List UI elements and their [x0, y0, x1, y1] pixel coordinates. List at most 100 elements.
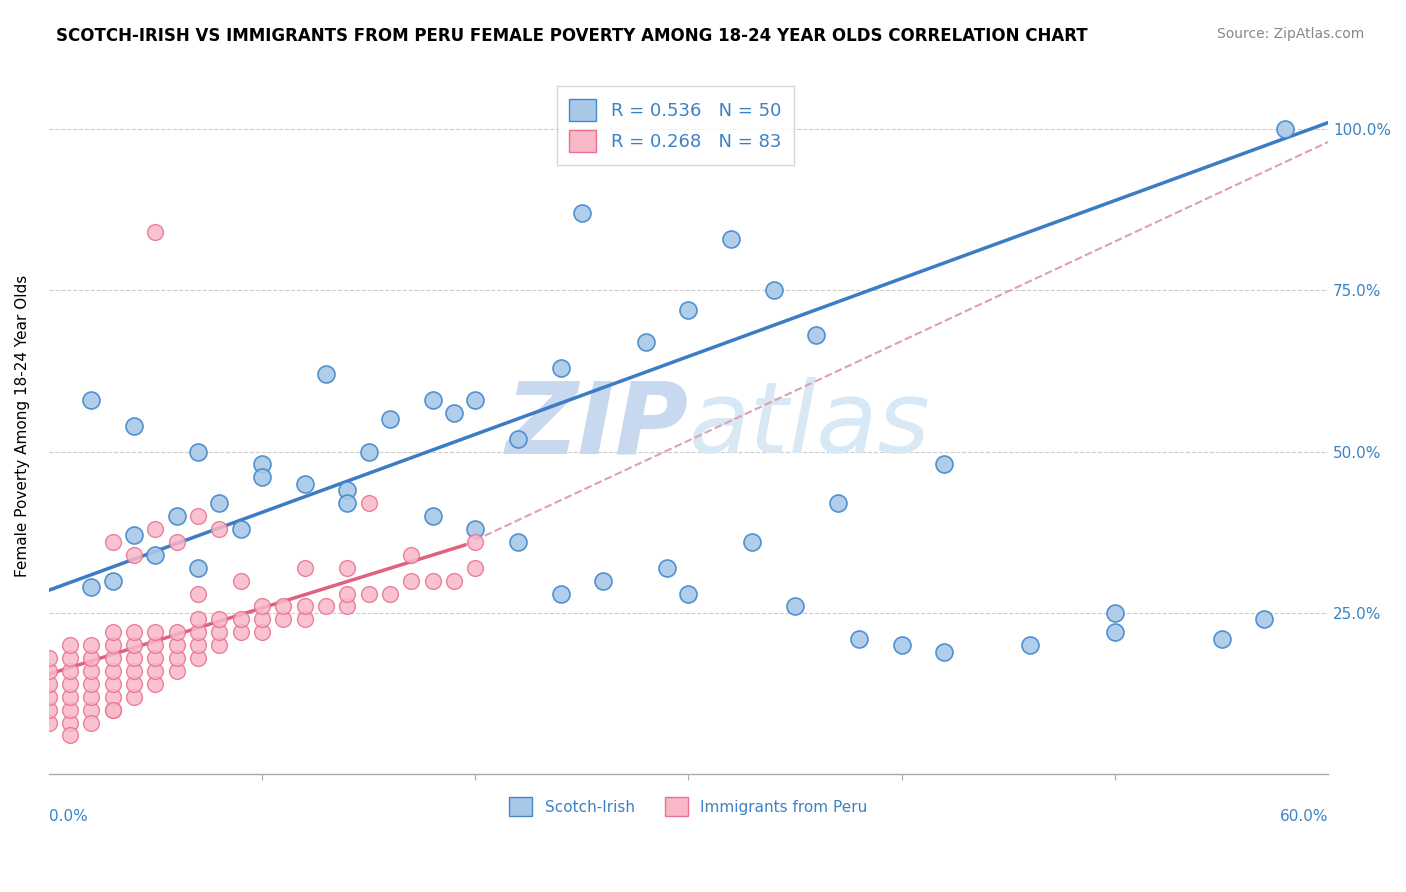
Point [592, 574, 614, 588]
Point [80, 651, 103, 665]
Point [1018, 638, 1040, 652]
Point [357, 586, 380, 600]
Text: SCOTCH-IRISH VS IMMIGRANTS FROM PERU FEMALE POVERTY AMONG 18-24 YEAR OLDS CORREL: SCOTCH-IRISH VS IMMIGRANTS FROM PERU FEM… [56, 27, 1088, 45]
Point [145, 548, 167, 562]
Point [122, 625, 145, 640]
Point [38, 715, 60, 730]
Point [38, 690, 60, 704]
Point [187, 612, 209, 626]
Point [208, 638, 231, 652]
Point [38, 651, 60, 665]
Point [101, 677, 124, 691]
Point [101, 625, 124, 640]
Point [80, 690, 103, 704]
Point [59, 651, 82, 665]
Point [208, 496, 231, 510]
Point [101, 690, 124, 704]
Point [145, 664, 167, 678]
Point [422, 574, 444, 588]
Point [848, 632, 870, 646]
Point [294, 476, 316, 491]
Point [166, 625, 188, 640]
Point [315, 599, 337, 614]
Point [357, 496, 380, 510]
Point [187, 625, 209, 640]
Point [571, 206, 593, 220]
Point [294, 560, 316, 574]
Point [101, 703, 124, 717]
Point [1211, 632, 1233, 646]
Point [336, 586, 359, 600]
Text: 60.0%: 60.0% [1279, 809, 1329, 824]
Point [38, 664, 60, 678]
Point [187, 638, 209, 652]
Point [783, 599, 806, 614]
Point [399, 574, 422, 588]
Y-axis label: Female Poverty Among 18-24 Year Olds: Female Poverty Among 18-24 Year Olds [15, 275, 30, 577]
Point [145, 677, 167, 691]
Point [336, 599, 359, 614]
Point [464, 522, 486, 536]
Point [59, 703, 82, 717]
Point [187, 586, 209, 600]
Point [506, 535, 529, 549]
Point [187, 444, 209, 458]
Point [271, 612, 294, 626]
Point [762, 283, 785, 297]
Point [208, 612, 231, 626]
Point [101, 703, 124, 717]
Point [59, 690, 82, 704]
Text: atlas: atlas [689, 377, 931, 475]
Point [336, 483, 359, 498]
Point [250, 458, 273, 472]
Point [934, 458, 956, 472]
Point [187, 651, 209, 665]
Point [145, 522, 167, 536]
Point [1253, 612, 1275, 626]
Point [80, 703, 103, 717]
Point [827, 496, 849, 510]
Point [294, 599, 316, 614]
Point [506, 432, 529, 446]
Point [208, 522, 231, 536]
Point [550, 360, 572, 375]
Point [315, 367, 337, 381]
Point [166, 664, 188, 678]
Point [294, 612, 316, 626]
Point [38, 677, 60, 691]
Point [1274, 122, 1296, 136]
Point [80, 580, 103, 594]
Point [187, 509, 209, 524]
Point [250, 625, 273, 640]
Point [145, 638, 167, 652]
Point [101, 664, 124, 678]
Point [229, 612, 252, 626]
Point [59, 677, 82, 691]
Point [38, 703, 60, 717]
Point [145, 625, 167, 640]
Point [250, 470, 273, 484]
Point [101, 651, 124, 665]
Point [399, 548, 422, 562]
Point [655, 560, 678, 574]
Point [208, 625, 231, 640]
Point [1104, 625, 1126, 640]
Point [166, 638, 188, 652]
Point [101, 535, 124, 549]
Point [422, 392, 444, 407]
Point [250, 612, 273, 626]
Legend: Scotch-Irish, Immigrants from Peru: Scotch-Irish, Immigrants from Peru [503, 791, 873, 822]
Point [464, 392, 486, 407]
Point [122, 677, 145, 691]
Point [550, 586, 572, 600]
Point [378, 412, 401, 426]
Point [464, 560, 486, 574]
Point [678, 302, 700, 317]
Point [634, 334, 657, 349]
Point [229, 522, 252, 536]
Point [145, 651, 167, 665]
Point [890, 638, 912, 652]
Point [187, 560, 209, 574]
Point [59, 728, 82, 742]
Point [741, 535, 763, 549]
